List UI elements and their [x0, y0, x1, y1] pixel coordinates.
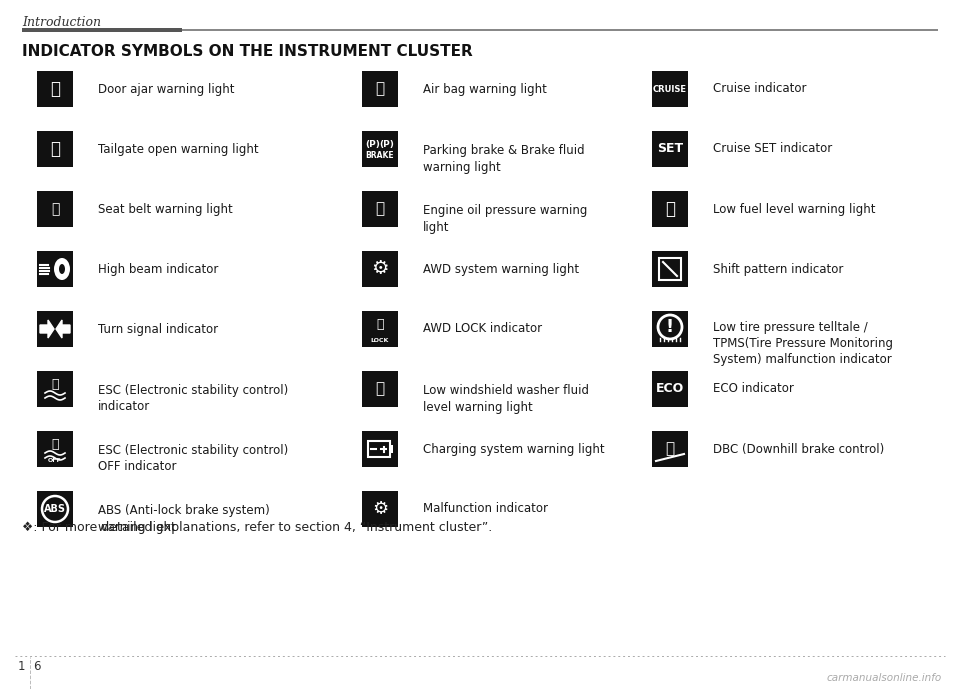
Text: ⚙: ⚙ — [372, 260, 389, 278]
Polygon shape — [40, 320, 54, 338]
Bar — [362, 311, 398, 347]
Text: Low tire pressure telltale /
TPMS(Tire Pressure Monitoring
System) malfunction i: Low tire pressure telltale / TPMS(Tire P… — [713, 321, 893, 366]
Text: !: ! — [666, 318, 674, 336]
Bar — [652, 71, 688, 107]
Text: Cruise indicator: Cruise indicator — [713, 83, 806, 96]
Bar — [390, 445, 393, 453]
Ellipse shape — [59, 264, 65, 274]
Text: Low fuel level warning light: Low fuel level warning light — [713, 203, 876, 216]
Text: 🚗: 🚗 — [50, 80, 60, 98]
Text: Seat belt warning light: Seat belt warning light — [98, 203, 232, 216]
Text: ESC (Electronic stability control)
OFF indicator: ESC (Electronic stability control) OFF i… — [98, 444, 288, 473]
Text: SET: SET — [657, 143, 684, 156]
Text: BRAKE: BRAKE — [366, 150, 395, 159]
Bar — [37, 311, 73, 347]
Bar — [37, 491, 73, 527]
Text: DBC (Downhill brake control): DBC (Downhill brake control) — [713, 442, 884, 455]
Text: CRUISE: CRUISE — [653, 85, 687, 94]
Text: OFF: OFF — [48, 458, 61, 463]
Text: 🦸: 🦸 — [375, 81, 385, 96]
Text: ECO indicator: ECO indicator — [713, 382, 794, 395]
Bar — [652, 191, 688, 227]
Bar — [652, 431, 688, 467]
Text: Malfunction indicator: Malfunction indicator — [423, 502, 548, 515]
Text: Air bag warning light: Air bag warning light — [423, 83, 547, 96]
Text: AWD LOCK indicator: AWD LOCK indicator — [423, 322, 542, 336]
Bar — [37, 71, 73, 107]
Bar — [37, 191, 73, 227]
Text: carmanualsonline.info: carmanualsonline.info — [827, 673, 942, 683]
Polygon shape — [56, 320, 70, 338]
Text: Turn signal indicator: Turn signal indicator — [98, 322, 218, 336]
Text: ABS (Anti-lock brake system)
warning light: ABS (Anti-lock brake system) warning lig… — [98, 504, 270, 533]
Text: ABS: ABS — [44, 504, 66, 514]
Bar — [362, 251, 398, 287]
Text: (P): (P) — [366, 139, 380, 149]
Text: ❖: For more detailed explanations, refer to section 4, “Instrument cluster”.: ❖: For more detailed explanations, refer… — [22, 520, 492, 533]
Bar — [37, 251, 73, 287]
Text: 🚙: 🚙 — [50, 140, 60, 158]
Text: Parking brake & Brake fluid
warning light: Parking brake & Brake fluid warning ligh… — [423, 144, 585, 174]
Bar — [362, 131, 398, 167]
Bar — [362, 191, 398, 227]
Bar — [652, 131, 688, 167]
Bar — [652, 371, 688, 407]
Text: LOCK: LOCK — [371, 338, 389, 343]
Text: 🔒: 🔒 — [376, 318, 384, 331]
Text: 🛢: 🛢 — [375, 201, 385, 216]
Text: 🦸: 🦸 — [51, 202, 60, 216]
Text: Shift pattern indicator: Shift pattern indicator — [713, 263, 844, 276]
Text: ⛽: ⛽ — [665, 200, 675, 218]
Text: INDICATOR SYMBOLS ON THE INSTRUMENT CLUSTER: INDICATOR SYMBOLS ON THE INSTRUMENT CLUS… — [22, 43, 472, 59]
Text: ESC (Electronic stability control)
indicator: ESC (Electronic stability control) indic… — [98, 384, 288, 413]
Text: Introduction: Introduction — [22, 17, 101, 30]
Text: Cruise SET indicator: Cruise SET indicator — [713, 143, 832, 156]
Text: Charging system warning light: Charging system warning light — [423, 442, 605, 455]
Text: (P): (P) — [379, 139, 395, 149]
Text: Tailgate open warning light: Tailgate open warning light — [98, 143, 258, 156]
Text: Engine oil pressure warning
light: Engine oil pressure warning light — [423, 204, 588, 234]
Text: ECO: ECO — [656, 382, 684, 395]
Bar — [368, 441, 390, 457]
Text: 🚗: 🚗 — [51, 378, 59, 391]
Text: 6: 6 — [33, 661, 40, 674]
Text: AWD system warning light: AWD system warning light — [423, 263, 579, 276]
Bar — [362, 71, 398, 107]
Bar — [652, 311, 688, 347]
Bar — [652, 251, 688, 287]
Text: 🚙: 🚙 — [665, 442, 675, 457]
Bar — [362, 491, 398, 527]
Bar — [22, 28, 182, 32]
Bar — [37, 131, 73, 167]
Text: 🚗: 🚗 — [51, 438, 59, 451]
Text: High beam indicator: High beam indicator — [98, 263, 218, 276]
Text: Door ajar warning light: Door ajar warning light — [98, 83, 234, 96]
Bar — [182, 29, 938, 30]
Bar — [37, 431, 73, 467]
Bar — [362, 371, 398, 407]
Bar — [659, 258, 681, 280]
Ellipse shape — [54, 258, 70, 280]
Text: 💧: 💧 — [375, 382, 385, 396]
Text: 1: 1 — [18, 661, 26, 674]
Bar — [37, 371, 73, 407]
Bar — [362, 431, 398, 467]
Text: Low windshield washer fluid
level warning light: Low windshield washer fluid level warnin… — [423, 384, 589, 413]
Text: ⚙: ⚙ — [372, 500, 388, 518]
